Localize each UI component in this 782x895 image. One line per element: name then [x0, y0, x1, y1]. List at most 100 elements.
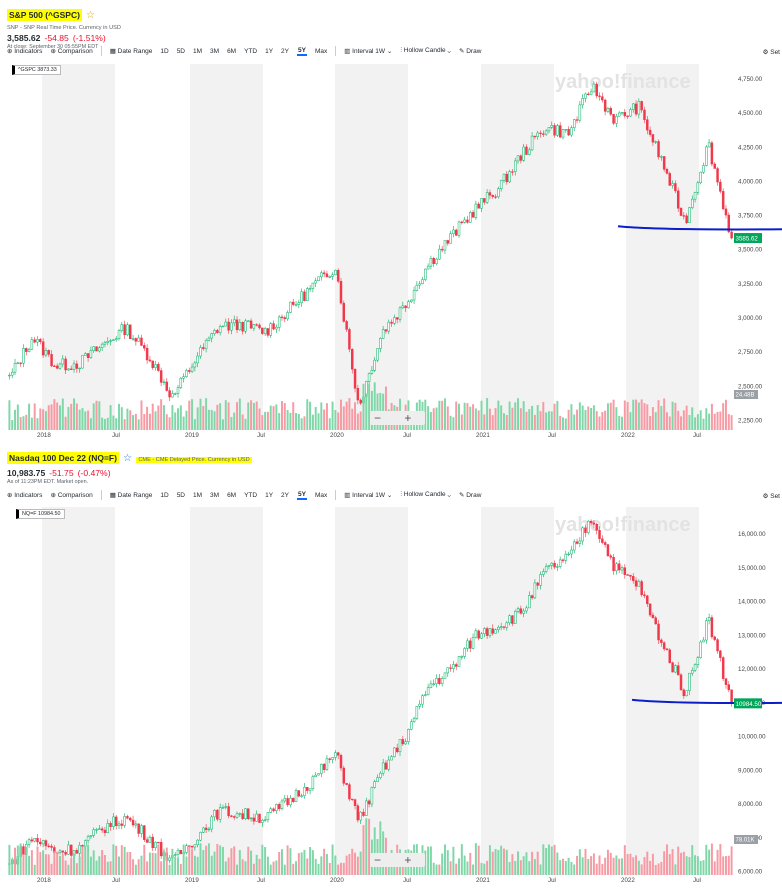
comparison-button[interactable]: ⊕ Comparison: [50, 492, 93, 499]
candle-body: [581, 98, 584, 106]
candle-body: [721, 657, 725, 679]
interval-dropdown[interactable]: ▥ Interval 1W ⌄: [344, 48, 393, 55]
volume-bar: [112, 844, 115, 875]
volume-bar: [550, 411, 553, 430]
volume-bar: [134, 413, 137, 430]
range-1m[interactable]: 1M: [193, 47, 203, 55]
indicators-button[interactable]: ⊕ Indicators: [7, 48, 43, 55]
candle-body: [140, 337, 143, 346]
star-icon[interactable]: ☆: [85, 10, 95, 21]
candle-type-dropdown[interactable]: ⫶ Hollow Candle ⌄: [400, 47, 451, 54]
volume-bar: [584, 409, 587, 430]
range-1d[interactable]: 1D: [160, 491, 169, 499]
volume-bar: [230, 416, 233, 430]
candle-body: [342, 302, 346, 322]
candle-body: [27, 349, 31, 352]
draw-button[interactable]: ✎ Draw: [458, 48, 482, 55]
candle-body: [452, 229, 455, 234]
candle-body: [157, 841, 160, 844]
spx-chart[interactable]: yahoo!finance 2,250.00 2,500.00 2,750.00 3,0…: [0, 60, 782, 438]
range-5d[interactable]: 5D: [176, 47, 185, 55]
star-icon[interactable]: ☆: [122, 453, 132, 464]
candle-body: [300, 291, 303, 303]
candle-body: [632, 576, 635, 581]
volume-bar: [221, 846, 224, 875]
volume-bar: [61, 854, 64, 875]
candle-body: [50, 845, 53, 848]
volume-bar: [539, 411, 542, 430]
volume-bar: [89, 418, 92, 430]
range-6m[interactable]: 6M: [227, 47, 237, 55]
candle-body: [199, 832, 202, 841]
candle-body: [55, 365, 59, 369]
volume-bar: [199, 843, 202, 875]
candle-body: [308, 288, 312, 290]
candle-body: [143, 345, 146, 349]
range-5y[interactable]: 5Y: [297, 46, 307, 56]
candle-body: [443, 672, 447, 679]
range-5d[interactable]: 5D: [176, 491, 185, 499]
candle-body: [41, 840, 45, 845]
range-1m[interactable]: 1M: [193, 491, 203, 499]
volume-bar: [188, 846, 191, 875]
divider: [100, 46, 102, 56]
period-band: [626, 507, 699, 875]
zoom-controls[interactable]: − +: [370, 411, 426, 425]
volume-bar: [286, 845, 289, 875]
date-range-button[interactable]: ▦ Date Range: [109, 48, 153, 55]
range-max[interactable]: Max: [314, 491, 328, 499]
volume-bar: [553, 844, 556, 875]
range-1y[interactable]: 1Y: [265, 47, 274, 55]
candle-body: [13, 362, 17, 373]
range-2y[interactable]: 2Y: [281, 47, 289, 55]
volume-bar: [601, 863, 604, 875]
range-1d[interactable]: 1D: [160, 47, 169, 55]
range-3m[interactable]: 3M: [210, 491, 220, 499]
candle-body: [398, 739, 402, 753]
volume-bar: [42, 409, 45, 430]
interval-dropdown[interactable]: ▥ Interval 1W ⌄: [344, 492, 393, 499]
volume-bar: [424, 399, 427, 430]
range-1y[interactable]: 1Y: [265, 491, 274, 499]
volume-bar: [418, 862, 421, 875]
candle-type-dropdown[interactable]: ⫶ Hollow Candle ⌄: [400, 491, 451, 498]
candle-body: [123, 816, 126, 826]
volume-bar: [50, 404, 53, 430]
nq-chart[interactable]: yahoo!finance6,000.007,000.008,000.009,0…: [0, 503, 782, 883]
range-max[interactable]: Max: [314, 47, 328, 55]
volume-bar: [365, 393, 368, 430]
volume-bar: [384, 386, 387, 430]
range-ytd[interactable]: YTD: [244, 491, 258, 499]
comparison-button[interactable]: ⊕ Comparison: [50, 48, 93, 55]
range-3m[interactable]: 3M: [210, 47, 220, 55]
range-5y[interactable]: 5Y: [297, 490, 307, 500]
range-6m[interactable]: 6M: [227, 491, 237, 499]
candle-body: [511, 615, 514, 624]
candle-body: [469, 640, 472, 649]
x-tick-label: 2018: [37, 877, 51, 883]
settings-button[interactable]: ⚙ Set: [762, 493, 780, 500]
candle-body: [193, 362, 197, 368]
volume-bar: [269, 405, 272, 430]
volume-bar: [221, 419, 224, 430]
y-tick-label: 14,000.00: [738, 599, 766, 606]
range-2y[interactable]: 2Y: [281, 491, 289, 499]
zoom-controls[interactable]: − +: [370, 853, 426, 867]
candle-body: [474, 203, 478, 218]
volume-bar: [64, 416, 67, 430]
settings-button[interactable]: ⚙ Set: [762, 49, 780, 56]
candle-body: [362, 811, 365, 816]
volume-bar: [621, 416, 623, 430]
indicators-button[interactable]: ⊕ Indicators: [7, 492, 43, 499]
candle-body: [86, 836, 90, 841]
volume-bar: [205, 398, 208, 430]
date-range-button[interactable]: ▦ Date Range: [109, 492, 153, 499]
volume-bar: [671, 401, 674, 430]
volume-bar: [162, 850, 165, 875]
draw-button[interactable]: ✎ Draw: [458, 492, 482, 499]
candle-body: [218, 326, 222, 333]
candle-body: [314, 774, 317, 777]
volume-bar: [576, 409, 579, 430]
range-ytd[interactable]: YTD: [244, 47, 258, 55]
candle-body: [539, 574, 542, 586]
